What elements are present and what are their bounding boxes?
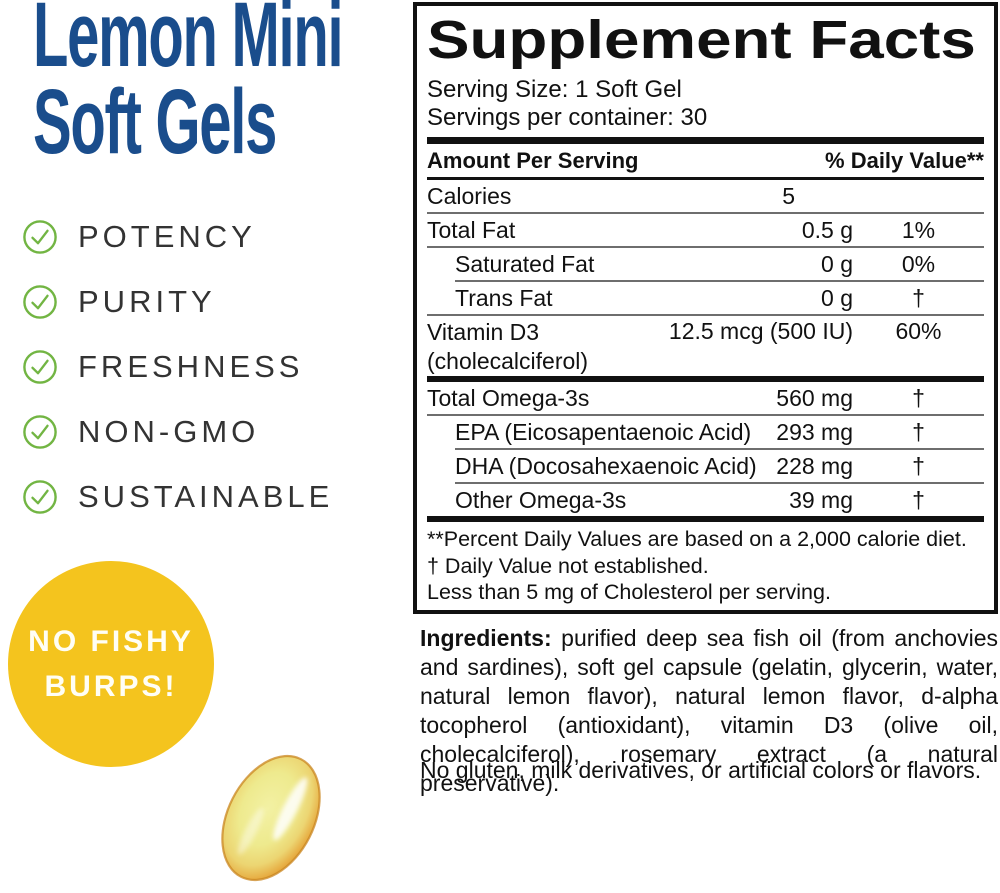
servings-per-container: Servings per container: 30: [427, 104, 708, 131]
checklist-label: NON-GMO: [78, 414, 260, 449]
divider: [427, 246, 984, 248]
nutrient-amount: 560 mg: [776, 384, 853, 411]
supplement-facts-title: Supplement Facts: [427, 10, 976, 70]
checklist-item-purity: PURITY: [22, 284, 333, 320]
nutrient-amount: 293 mg: [776, 418, 853, 445]
ingredients-label: Ingredients:: [420, 625, 552, 651]
footnote-daily-values: **Percent Daily Values are based on a 2,…: [427, 527, 967, 551]
nutrient-dv: †: [912, 452, 925, 479]
soft-gel-capsule-photo: [221, 754, 321, 882]
check-circle-icon: [23, 220, 57, 254]
nutrient-amount: 12.5 mcg (500 IU): [668, 318, 853, 344]
facts-footnotes: **Percent Daily Values are based on a 2,…: [427, 526, 984, 606]
badge-line2: BURPS!: [44, 670, 178, 703]
checklist-item-freshness: FRESHNESS: [22, 349, 333, 385]
divider: [455, 482, 984, 484]
nutrient-name: DHA (Docosahexaenoic Acid): [455, 452, 757, 479]
nutrient-dv: †: [912, 284, 925, 311]
nutrient-amount: 5: [782, 182, 795, 209]
facts-row-other-omega3s: Other Omega-3s 39 mg †: [427, 484, 984, 516]
amount-per-serving-header: Amount Per Serving: [427, 148, 639, 173]
facts-row-total-fat: Total Fat 0.5 g 1%: [427, 214, 984, 246]
nutrient-dv: 60%: [895, 318, 942, 344]
facts-row-total-omega3s: Total Omega-3s 560 mg †: [427, 382, 984, 414]
check-circle-icon: [23, 415, 57, 449]
facts-row-calories: Calories 5: [427, 180, 984, 212]
quality-checklist: POTENCY PURITY FRESHNESS NON-GMO SUSTAIN…: [22, 219, 333, 544]
nutrient-amount: 0 g: [821, 250, 853, 277]
footnote-dagger: † Daily Value not established.: [427, 553, 709, 578]
nutrient-amount: 0 g: [821, 284, 853, 311]
supplement-facts-panel: Supplement Facts Serving Size: 1 Soft Ge…: [413, 2, 998, 614]
checklist-label: PURITY: [78, 284, 216, 319]
nutrient-dv: †: [912, 486, 925, 513]
footnote-cholesterol: Less than 5 mg of Cholesterol per servin…: [427, 580, 831, 604]
checklist-label: SUSTAINABLE: [78, 479, 334, 514]
product-title-line2: Soft Gels: [33, 71, 277, 173]
divider: [427, 212, 984, 214]
divider: [455, 280, 984, 282]
divider: [427, 414, 984, 416]
check-circle-icon: [23, 350, 57, 384]
nutrient-amount: 228 mg: [776, 452, 853, 479]
nutrient-name: Total Fat: [427, 216, 516, 243]
allergen-note: No gluten, milk derivatives, or artifici…: [420, 757, 982, 783]
nutrient-amount: 0.5 g: [801, 216, 853, 243]
nutrient-name: Saturated Fat: [455, 250, 595, 277]
nutrient-amount: 39 mg: [789, 486, 853, 513]
nutrient-dv: †: [912, 384, 925, 411]
check-circle-icon: [23, 480, 57, 514]
nutrient-dv: †: [912, 418, 925, 445]
divider: [427, 314, 984, 316]
divider-thick: [427, 376, 984, 382]
no-fishy-burps-badge: NO FISHY BURPS!: [8, 561, 214, 767]
divider-thick: [427, 516, 984, 522]
checklist-label: FRESHNESS: [78, 349, 304, 384]
facts-row-saturated-fat: Saturated Fat 0 g 0%: [427, 248, 984, 280]
badge-line1: NO FISHY: [28, 625, 194, 658]
facts-row-vitamin-d3: Vitamin D3 (cholecalciferol) 12.5 mcg (5…: [427, 316, 984, 376]
checklist-item-sustainable: SUSTAINABLE: [22, 479, 333, 515]
nutrient-dv: 1%: [901, 216, 936, 243]
nutrient-name: EPA (Eicosapentaenoic Acid): [455, 418, 752, 445]
nutrient-name: Vitamin D3 (cholecalciferol): [427, 319, 589, 374]
nutrient-name: Trans Fat: [455, 284, 553, 311]
facts-header-row: Amount Per Serving % Daily Value**: [427, 144, 984, 177]
facts-row-dha: DHA (Docosahexaenoic Acid) 228 mg †: [427, 450, 984, 482]
check-circle-icon: [23, 285, 57, 319]
product-title: Lemon Mini Soft Gels: [33, 0, 344, 173]
ingredients-text: purified deep sea fish oil (from anchovi…: [420, 625, 999, 796]
nutrient-dv: 0%: [901, 250, 936, 277]
nutrient-name: Other Omega-3s: [455, 486, 627, 513]
facts-row-epa: EPA (Eicosapentaenoic Acid) 293 mg †: [427, 416, 984, 448]
nutrient-name: Total Omega-3s: [427, 384, 590, 411]
checklist-label: POTENCY: [78, 219, 256, 254]
ingredients-paragraph: Ingredients: purified deep sea fish oil …: [420, 624, 998, 798]
divider: [455, 448, 984, 450]
facts-row-trans-fat: Trans Fat 0 g †: [427, 282, 984, 314]
product-title-line1: Lemon Mini: [33, 0, 344, 86]
checklist-item-potency: POTENCY: [22, 219, 333, 255]
daily-value-header: % Daily Value**: [825, 148, 984, 173]
nutrient-name: Calories: [427, 182, 512, 209]
divider-medium: [427, 177, 984, 180]
divider-thick: [427, 137, 984, 144]
serving-size: Serving Size: 1 Soft Gel: [427, 76, 682, 103]
checklist-item-non-gmo: NON-GMO: [22, 414, 333, 450]
